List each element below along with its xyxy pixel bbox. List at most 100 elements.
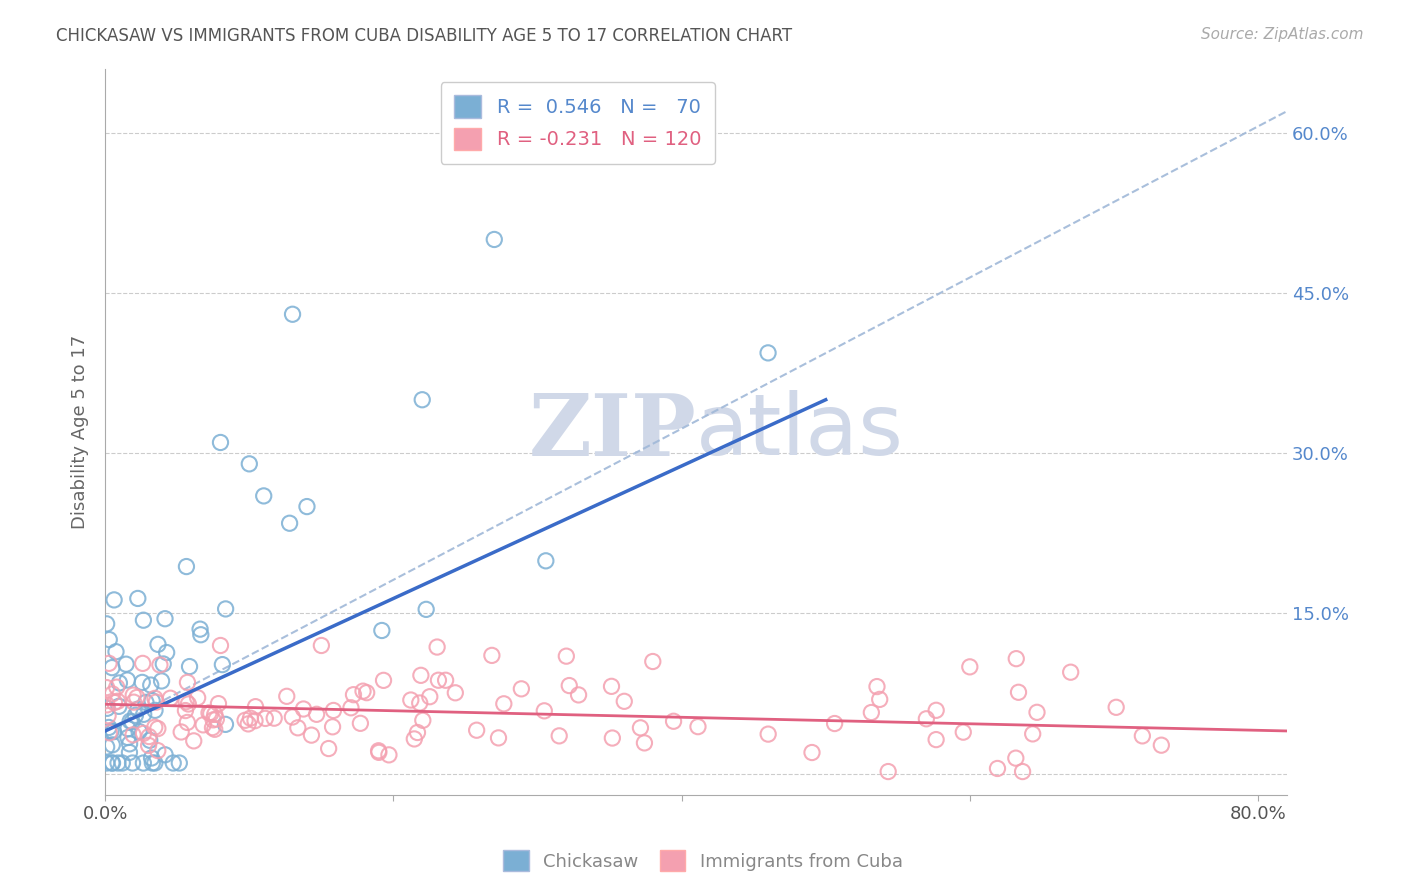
Point <box>96 681 118 695</box>
Point <box>409 668 432 682</box>
Point <box>371 624 394 638</box>
Point <box>301 728 323 742</box>
Point <box>281 710 304 724</box>
Point <box>101 660 124 674</box>
Point <box>492 697 515 711</box>
Point <box>96 698 118 712</box>
Point <box>96 739 118 754</box>
Point <box>191 718 214 732</box>
Point <box>201 721 224 735</box>
Point <box>869 692 891 706</box>
Point <box>146 637 169 651</box>
Point <box>177 697 200 711</box>
Point <box>427 673 450 688</box>
Point <box>465 723 488 738</box>
Point <box>295 500 318 514</box>
Point <box>533 704 555 718</box>
Point <box>233 714 256 728</box>
Point <box>600 679 623 693</box>
Point <box>340 700 363 714</box>
Point <box>214 717 236 731</box>
Point <box>281 307 304 321</box>
Point <box>633 736 655 750</box>
Point <box>409 696 432 710</box>
Point <box>145 695 167 709</box>
Point <box>484 232 506 246</box>
Point <box>254 711 277 725</box>
Point <box>100 724 122 739</box>
Point <box>373 673 395 688</box>
Point <box>153 612 176 626</box>
Point <box>105 645 128 659</box>
Point <box>415 602 437 616</box>
Point <box>98 657 121 671</box>
Point <box>356 686 378 700</box>
Point <box>103 593 125 607</box>
Point <box>322 703 344 717</box>
Point <box>558 679 581 693</box>
Point <box>1060 665 1083 680</box>
Legend: R =  0.546   N =   70, R = -0.231   N = 120: R = 0.546 N = 70, R = -0.231 N = 120 <box>440 82 716 164</box>
Point <box>174 695 197 709</box>
Point <box>179 659 201 673</box>
Point <box>426 640 449 654</box>
Point <box>756 346 779 360</box>
Point <box>925 732 948 747</box>
Point <box>170 725 193 739</box>
Point <box>149 657 172 672</box>
Point <box>1004 751 1026 765</box>
Point <box>117 731 139 745</box>
Point <box>176 559 198 574</box>
Point <box>141 694 163 708</box>
Point <box>756 727 779 741</box>
Point <box>211 657 233 672</box>
Point <box>103 724 125 739</box>
Point <box>1011 764 1033 779</box>
Point <box>959 660 981 674</box>
Y-axis label: Disability Age 5 to 17: Disability Age 5 to 17 <box>72 334 89 529</box>
Point <box>367 744 389 758</box>
Point <box>96 616 118 631</box>
Point <box>305 707 328 722</box>
Point <box>877 764 900 779</box>
Point <box>132 613 155 627</box>
Point <box>204 707 226 722</box>
Point <box>138 739 160 753</box>
Point <box>925 703 948 717</box>
Point <box>204 723 226 737</box>
Point <box>318 741 340 756</box>
Point <box>404 731 426 746</box>
Point <box>1005 651 1028 665</box>
Point <box>156 646 179 660</box>
Point <box>613 694 636 708</box>
Point <box>686 720 709 734</box>
Point <box>322 720 344 734</box>
Point <box>117 722 139 736</box>
Point <box>125 690 148 705</box>
Point <box>122 728 145 742</box>
Point <box>866 680 889 694</box>
Point <box>121 714 143 729</box>
Point <box>555 649 578 664</box>
Point <box>124 708 146 723</box>
Point <box>352 684 374 698</box>
Point <box>209 639 232 653</box>
Point <box>1007 685 1029 699</box>
Point <box>105 680 128 694</box>
Point <box>214 602 236 616</box>
Point <box>915 712 938 726</box>
Point <box>153 747 176 762</box>
Point <box>143 756 166 770</box>
Point <box>98 726 121 740</box>
Point <box>412 714 434 728</box>
Point <box>287 721 309 735</box>
Text: Source: ZipAtlas.com: Source: ZipAtlas.com <box>1201 27 1364 42</box>
Point <box>150 673 173 688</box>
Point <box>131 675 153 690</box>
Point <box>139 733 162 747</box>
Point <box>311 639 333 653</box>
Point <box>118 745 141 759</box>
Point <box>128 724 150 739</box>
Point <box>278 516 301 531</box>
Point <box>138 730 160 744</box>
